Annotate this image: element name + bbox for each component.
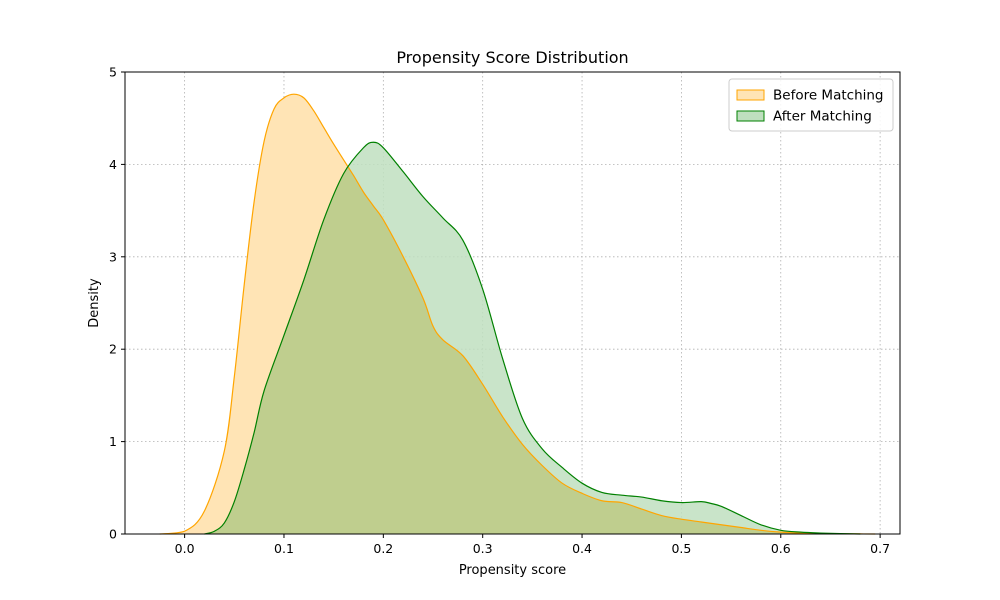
legend: Before Matching After Matching bbox=[728, 78, 894, 132]
y-tick-label: 0 bbox=[109, 527, 117, 542]
x-tick-label: 0.3 bbox=[473, 541, 493, 556]
x-tick-label: 0.4 bbox=[572, 541, 592, 556]
x-tick-label: 0.5 bbox=[671, 541, 691, 556]
x-tick-label: 0.6 bbox=[771, 541, 791, 556]
tick-layer: 0.0 0.1 0.2 0.3 0.4 0.5 0.6 0.7 0 1 2 3 4 5 bbox=[109, 65, 890, 557]
y-tick-label: 4 bbox=[109, 157, 117, 172]
x-axis-label: Propensity score bbox=[459, 563, 566, 578]
legend-swatch-before-matching bbox=[736, 89, 765, 101]
y-axis-label: Density bbox=[87, 278, 102, 328]
legend-box bbox=[728, 78, 894, 132]
y-tick-label: 3 bbox=[109, 249, 117, 264]
legend-label-after-matching: After Matching bbox=[773, 109, 872, 125]
overlap-area bbox=[204, 142, 861, 534]
legend-swatch-after-matching bbox=[736, 110, 765, 122]
y-tick-label: 1 bbox=[109, 434, 117, 449]
plot-frame bbox=[124, 71, 901, 535]
x-tick-label: 0.2 bbox=[373, 541, 393, 556]
x-tick-label: 0.1 bbox=[274, 541, 294, 556]
y-tick-label: 5 bbox=[109, 65, 117, 80]
series-line-before-matching bbox=[159, 93, 876, 535]
y-tick-label: 2 bbox=[109, 342, 117, 357]
x-tick-label: 0.7 bbox=[870, 541, 890, 556]
x-tick-label: 0.0 bbox=[175, 541, 195, 556]
series-line-after-matching bbox=[204, 141, 861, 535]
series-layer bbox=[159, 93, 876, 535]
legend-label-before-matching: Before Matching bbox=[773, 88, 884, 104]
chart-title: Propensity Score Distribution bbox=[396, 48, 628, 67]
